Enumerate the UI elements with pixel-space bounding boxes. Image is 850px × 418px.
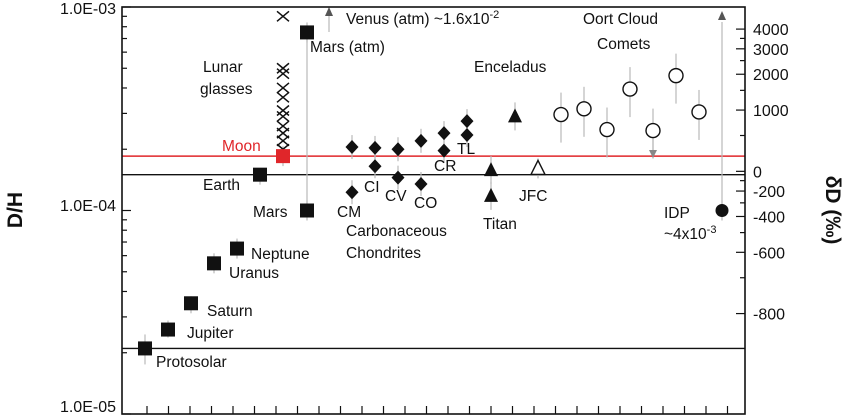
glasses-label: glasses (200, 81, 253, 98)
oort-cloud-comets-point (645, 122, 661, 139)
saturn-point (184, 296, 198, 311)
titan-point (484, 187, 498, 202)
carbonaceous-chondrites-point (368, 140, 382, 155)
idp-point (715, 204, 729, 217)
titan-label: Titan (483, 216, 517, 233)
uranus-label: Uranus (229, 265, 279, 282)
cr-label: CR (434, 158, 456, 175)
moon-point (276, 149, 290, 164)
cv-label: CV (385, 188, 407, 205)
jupiter-label: Jupiter (187, 325, 234, 342)
protosolar-label: Protosolar (156, 354, 227, 371)
reference-lines (122, 155, 745, 350)
annotations: Venus (atm) ~1.6x10-2 Mars (atm) Oort Clou… (156, 9, 716, 371)
oort-cloud-comets-point (691, 104, 707, 120)
carbonaceous-chondrites-point (414, 133, 428, 148)
right-axis-title: δD (‰) (821, 176, 844, 245)
enceladus-point (508, 108, 522, 123)
carbonaceous-chondrites-point (460, 114, 474, 129)
right-tick-label: -800 (753, 307, 785, 324)
carbonaceous-chondrites-point (345, 185, 359, 200)
comet-limit-arrow-icon (649, 150, 657, 158)
carbonaceous-label: Carbonaceous (346, 223, 447, 240)
earth-point (253, 167, 267, 182)
mars-atm-label: Mars (atm) (310, 39, 385, 56)
lunar-label: Lunar (203, 59, 243, 76)
idp-label: IDP (664, 205, 690, 222)
lunar-glasses-point (276, 127, 290, 139)
carbonaceous-chondrites-point (345, 140, 359, 155)
mars-point (300, 203, 314, 218)
exponent-label: -2 (489, 9, 499, 21)
right-tick-label: 0 (753, 164, 762, 181)
lunar-glasses-point (276, 91, 290, 103)
enceladus-label: Enceladus (474, 59, 547, 76)
chondrites-label: Chondrites (346, 245, 421, 262)
lunar-glasses-point (276, 68, 290, 80)
right-tick-label: -200 (753, 184, 785, 201)
tl-label: TL (457, 141, 475, 158)
lunar-glasses-point (276, 62, 290, 74)
carbonaceous-chondrites-point (414, 176, 428, 191)
carbonaceous-chondrites-point (368, 159, 382, 174)
jfc-label: JFC (519, 188, 547, 205)
neptune-label: Neptune (251, 246, 310, 263)
co-label: CO (414, 195, 437, 212)
oort-cloud-comets-point (553, 106, 569, 123)
carbonaceous-chondrites-point (437, 126, 451, 141)
jupiter-point (161, 322, 175, 337)
right-tick-label: 4000 (753, 22, 789, 39)
protosolar-point (138, 341, 152, 356)
y-tick-label: 1.0E-04 (60, 198, 116, 215)
4x10-label: ~4x10-3 (664, 224, 716, 243)
saturn-label: Saturn (207, 303, 253, 320)
comets-label: Comets (597, 36, 651, 53)
mars-atm-point (300, 25, 314, 40)
y-axis-title: D/H (4, 192, 27, 228)
lunar-glasses-point (276, 82, 290, 94)
lunar-glasses-point (276, 10, 290, 22)
oort-cloud-comets-point (599, 121, 615, 138)
venus-arrow-icon (325, 7, 333, 16)
uranus-point (207, 256, 221, 271)
oort-cloud-comets-point (668, 67, 684, 84)
moon-label: Moon (222, 138, 261, 155)
jfc-point (529, 158, 547, 176)
idp-arrow-icon (718, 11, 726, 20)
right-tick-label: 2000 (753, 67, 789, 84)
venus-atm-1-6x10-label: Venus (atm) ~1.6x10-2 (346, 9, 499, 28)
mars-label: Mars (253, 204, 288, 221)
carbonaceous-chondrites-point (391, 142, 405, 157)
data-marks (138, 7, 729, 356)
y-tick-label: 1.0E-03 (60, 1, 116, 18)
cm-label: CM (337, 204, 361, 221)
right-tick-label: -600 (753, 245, 785, 262)
y-tick-label: 1.0E-05 (60, 399, 116, 416)
lunar-glasses-point (276, 135, 290, 147)
carbonaceous-chondrites-point (391, 170, 405, 185)
oort-cloud-label: Oort Cloud (583, 11, 658, 28)
titan-point (484, 162, 498, 177)
carbonaceous-chondrites-point (460, 127, 474, 142)
earth-label: Earth (203, 177, 240, 194)
ci-label: CI (364, 179, 380, 196)
lunar-glasses-point (276, 110, 290, 122)
carbonaceous-chondrites-point (437, 143, 451, 158)
axes-frame: 1.0E-03 1.0E-04 1.0E-05 4000 3000 2000 1000 0 -2… (4, 1, 844, 416)
right-tick-label: 1000 (753, 103, 789, 120)
right-tick-label: 3000 (753, 42, 789, 59)
right-tick-label: -400 (753, 209, 785, 226)
lunar-glasses-point (276, 104, 290, 117)
oort-cloud-comets-point (622, 81, 638, 97)
neptune-point (230, 241, 244, 256)
exponent-label: -3 (707, 224, 717, 236)
oort-cloud-comets-point (576, 101, 592, 117)
